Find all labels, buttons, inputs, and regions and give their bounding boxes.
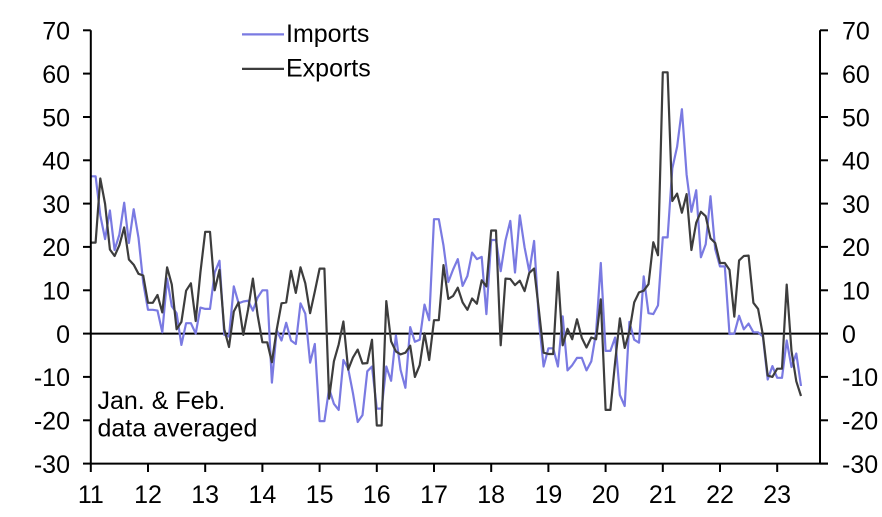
svg-text:40: 40 (842, 148, 870, 176)
svg-text:20: 20 (592, 481, 620, 509)
svg-text:12: 12 (134, 481, 162, 509)
svg-text:20: 20 (42, 234, 70, 262)
svg-text:14: 14 (248, 481, 276, 509)
svg-text:70: 70 (42, 18, 70, 46)
svg-text:Jan. & Feb.: Jan. & Feb. (98, 387, 226, 415)
svg-text:30: 30 (42, 191, 70, 219)
svg-text:60: 60 (42, 61, 70, 89)
svg-text:18: 18 (477, 481, 505, 509)
svg-text:21: 21 (649, 481, 677, 509)
svg-text:0: 0 (842, 321, 856, 349)
svg-text:50: 50 (842, 104, 870, 132)
svg-text:-30: -30 (842, 451, 878, 479)
svg-text:10: 10 (42, 278, 70, 306)
svg-text:-10: -10 (34, 364, 70, 392)
svg-text:23: 23 (763, 481, 791, 509)
svg-text:10: 10 (842, 278, 870, 306)
svg-text:40: 40 (42, 148, 70, 176)
svg-text:17: 17 (420, 481, 448, 509)
svg-text:Imports: Imports (286, 20, 369, 48)
svg-text:15: 15 (306, 481, 334, 509)
svg-text:Exports: Exports (286, 54, 371, 82)
svg-text:70: 70 (842, 18, 870, 46)
svg-text:-20: -20 (842, 408, 878, 436)
svg-text:-30: -30 (34, 451, 70, 479)
svg-text:50: 50 (42, 104, 70, 132)
svg-text:-20: -20 (34, 408, 70, 436)
svg-text:16: 16 (363, 481, 391, 509)
svg-text:30: 30 (842, 191, 870, 219)
svg-text:13: 13 (191, 481, 219, 509)
svg-text:-10: -10 (842, 364, 878, 392)
svg-text:20: 20 (842, 234, 870, 262)
svg-text:60: 60 (842, 61, 870, 89)
svg-text:data averaged: data averaged (98, 414, 258, 442)
svg-text:19: 19 (534, 481, 562, 509)
svg-text:22: 22 (706, 481, 734, 509)
svg-text:0: 0 (56, 321, 70, 349)
svg-text:11: 11 (78, 481, 104, 509)
